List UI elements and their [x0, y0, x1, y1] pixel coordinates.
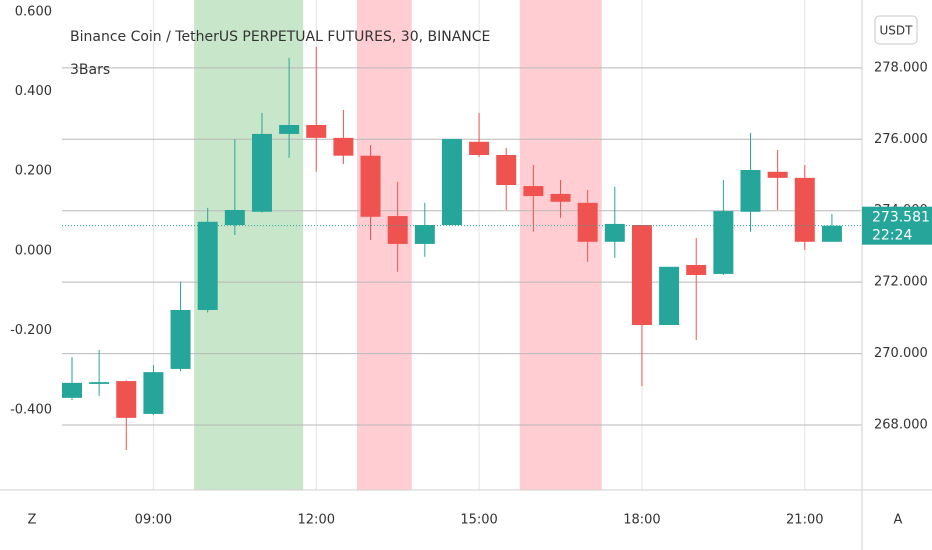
candle-body	[631, 225, 652, 325]
highlight-band	[519, 0, 548, 490]
highlight-band	[546, 0, 575, 490]
candle-body	[116, 381, 137, 418]
candle-body	[767, 171, 788, 178]
candle-body	[197, 221, 218, 310]
y2-tick-label: 0.000	[15, 243, 52, 258]
x-tick-label: 21:00	[786, 513, 823, 528]
candle-body	[740, 170, 761, 212]
candle-body	[441, 138, 462, 225]
y2-tick-label: -0.400	[10, 402, 52, 417]
candle-body	[496, 155, 517, 185]
candle-layer	[62, 46, 862, 450]
candle-body	[62, 382, 82, 398]
auto-button[interactable]: A	[894, 513, 903, 528]
x-tick-label: 15:00	[460, 513, 497, 528]
last-price-box	[862, 206, 932, 245]
candle-body	[279, 125, 300, 134]
candle-body	[306, 125, 327, 138]
candle-body	[659, 266, 680, 325]
highlight-band	[248, 0, 277, 490]
x-tick-label: 09:00	[135, 513, 172, 528]
highlight-band	[356, 0, 385, 490]
candle-body	[713, 211, 734, 274]
y-tick-label: 270.000	[874, 346, 928, 361]
y-tick-label: 268.000	[874, 418, 928, 433]
y-tick-label: 278.000	[874, 60, 928, 75]
candle-body	[251, 133, 272, 212]
y-tick-label: 272.000	[874, 275, 928, 290]
candle-body	[523, 186, 544, 197]
y2-tick-label: -0.200	[10, 323, 52, 338]
candle-body	[89, 382, 110, 384]
candle-body	[333, 137, 354, 156]
candle-body	[224, 210, 245, 225]
chart-title: Binance Coin / TetherUS PERPETUAL FUTURE…	[70, 29, 490, 45]
candle-body	[387, 216, 408, 244]
candle-body	[550, 193, 571, 202]
auto-scale-button[interactable]: Z	[28, 513, 37, 528]
candle-body	[469, 141, 490, 155]
currency-button-label[interactable]: USDT	[880, 24, 914, 38]
highlight-layer	[194, 0, 602, 490]
highlight-band	[221, 0, 249, 490]
candle-body	[414, 225, 435, 244]
y2-tick-label: 0.600	[15, 4, 52, 19]
candle-body	[577, 202, 598, 242]
x-tick-label: 12:00	[298, 513, 335, 528]
label-layer: 09:00 12:00 15:00 18:00 21:00 268.000 270.000 2…	[10, 4, 932, 528]
candle-body	[143, 372, 164, 414]
last-price-label: 273.581	[872, 210, 930, 226]
candle-body	[686, 265, 707, 275]
candle-body	[604, 223, 625, 242]
y2-tick-label: 0.400	[15, 84, 52, 99]
candle-body	[170, 310, 191, 369]
indicator-name: 3Bars	[70, 62, 110, 78]
currency-button[interactable]	[874, 15, 918, 45]
countdown-label: 22:24	[872, 228, 912, 244]
x-tick-label: 18:00	[623, 513, 660, 528]
candle-body	[794, 177, 815, 242]
y-tick-label: 276.000	[874, 132, 928, 147]
candle-body	[360, 155, 381, 217]
candle-body	[821, 225, 842, 242]
y2-tick-label: 0.200	[15, 164, 52, 179]
